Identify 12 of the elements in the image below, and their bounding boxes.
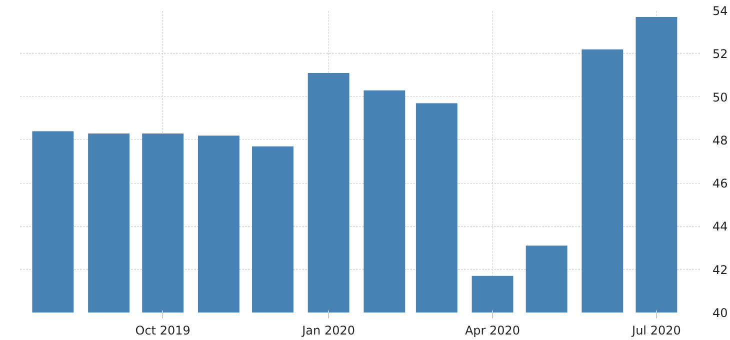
y-tick-label: 48 bbox=[712, 133, 728, 148]
y-tick-label: 42 bbox=[712, 262, 728, 277]
x-tick-label: Oct 2019 bbox=[135, 324, 190, 338]
y-tick-label: 46 bbox=[712, 176, 728, 191]
y-tick-label: 50 bbox=[712, 90, 728, 104]
x-tick-label: Jan 2020 bbox=[301, 324, 356, 338]
x-tick-label: Jul 2020 bbox=[631, 324, 681, 338]
x-tick-label: Apr 2020 bbox=[464, 324, 520, 338]
y-tick-label: 54 bbox=[712, 4, 728, 18]
y-tick-label: 44 bbox=[712, 220, 728, 234]
y-tick-label: 40 bbox=[712, 306, 728, 320]
y-tick-label: 52 bbox=[712, 47, 728, 62]
